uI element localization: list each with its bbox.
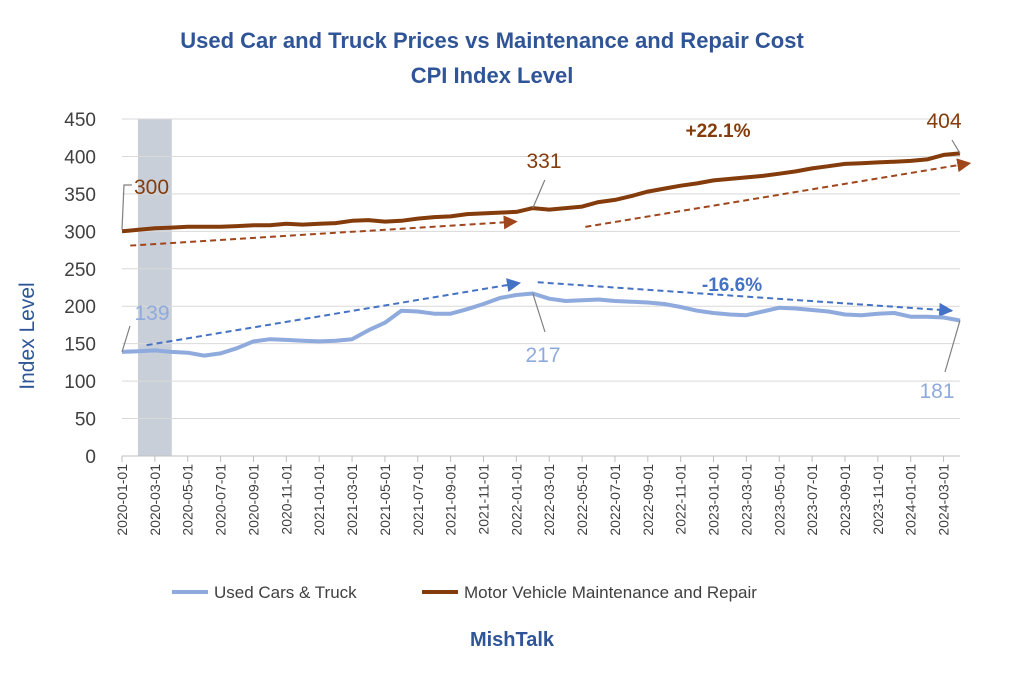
x-tick-label: 2022-09-01 [640,464,656,536]
annotation-used-end: 181 [919,380,954,403]
plot-area: 0 50 100 150 200 250 300 350 400 450 2020-01-01 202… [64,110,972,536]
x-tick-label: 2024-01-01 [903,464,919,536]
y-tick-label: 450 [64,110,96,131]
x-tick-label: 2022-01-01 [508,464,524,536]
leader-maint-start [121,184,132,230]
annotation-maint-start: 300 [134,176,169,199]
x-tick-label: 2024-03-01 [936,464,952,536]
x-tick-label: 2021-09-01 [443,464,459,536]
x-tick-label: 2021-05-01 [377,464,393,536]
shaded-period-band [137,119,172,456]
y-tick-label: 250 [64,260,96,281]
x-tick-label: 2023-07-01 [804,464,820,536]
leader-maint-mid [532,179,546,209]
x-tick-label: 2020-11-01 [278,464,294,535]
leader-maint-end [951,139,961,154]
x-tick-label: 2022-07-01 [607,464,623,536]
leader-used-start [121,325,131,353]
x-tick-label: 2023-09-01 [837,464,853,536]
y-tick-label: 100 [64,372,96,393]
chart-subtitle: CPI Index Level [411,63,574,88]
x-tick-label: 2020-07-01 [213,464,229,536]
y-tick-label: 350 [64,185,96,206]
y-axis-label: Index Level [16,282,39,389]
x-tick-label: 2020-03-01 [147,464,163,536]
x-tick-label: 2023-11-01 [870,464,886,535]
annotation-maint-change: +22.1% [686,121,751,142]
x-tick-label: 2023-01-01 [706,464,722,536]
annotation-used-change: -16.6% [702,275,762,296]
y-tick-label: 400 [64,147,96,168]
used-trend-arrow-1 [146,278,522,347]
x-tick-label: 2021-01-01 [311,464,327,536]
maint-trend-arrow-1 [130,215,518,247]
x-tick-label: 2021-11-01 [475,464,491,535]
footer-brand: MishTalk [470,629,555,651]
legend-label-maintenance: Motor Vehicle Maintenance and Repair [464,583,757,602]
x-tick-label: 2023-03-01 [738,464,754,536]
y-tick-label: 200 [64,297,96,318]
maint-trend-arrow-2 [585,158,972,228]
used-trend-arrow-2 [537,281,954,317]
series-line-used-cars [121,291,961,358]
legend-label-used-cars: Used Cars & Truck [214,583,357,602]
y-tick-label: 50 [75,410,96,431]
y-tick-label: 150 [64,335,96,356]
x-tick-label: 2020-01-01 [114,464,130,536]
chart-title: Used Car and Truck Prices vs Maintenance… [180,28,804,53]
legend: Used Cars & Truck Motor Vehicle Maintena… [172,583,757,602]
annotation-used-start: 139 [134,302,169,325]
x-tick-label: 2020-05-01 [180,464,196,536]
x-tick-label: 2020-09-01 [245,464,261,536]
leader-used-peak [532,293,546,333]
leader-used-end [944,320,961,373]
y-tick-label: 0 [85,447,96,468]
x-tick-label: 2023-05-01 [771,464,787,536]
x-tick-label: 2021-07-01 [410,464,426,536]
series-line-maintenance [121,151,961,234]
x-tick-label: 2021-03-01 [344,464,360,536]
annotation-used-peak: 217 [525,344,560,367]
x-tick-label: 2022-11-01 [673,464,689,535]
annotation-maint-mid: 331 [526,150,561,173]
y-tick-label: 300 [64,222,96,243]
x-tick-label: 2022-03-01 [541,464,557,536]
annotation-maint-end: 404 [926,110,961,133]
x-tick-label: 2022-05-01 [574,464,590,536]
